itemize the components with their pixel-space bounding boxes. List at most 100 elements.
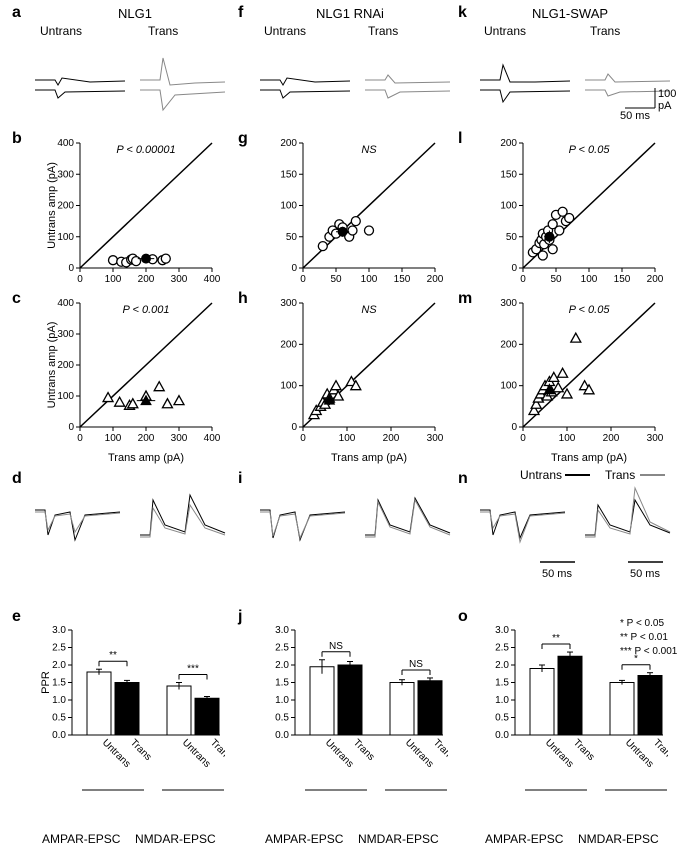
svg-text:0.5: 0.5 [275,713,289,724]
label-g: g [238,130,248,148]
svg-text:0.0: 0.0 [52,730,66,741]
a-untrans: Untrans [40,24,82,38]
svg-text:0.5: 0.5 [495,713,509,724]
svg-text:400: 400 [57,298,74,309]
bars-e: 0.00.51.01.52.02.53.0UntransTransUntrans… [40,610,225,805]
svg-text:P < 0.05: P < 0.05 [569,304,611,316]
traces-d [30,480,230,560]
traces-a [30,40,230,120]
svg-text:PPR: PPR [40,671,52,694]
svg-text:200: 200 [57,201,74,212]
svg-text:Untrans: Untrans [100,737,133,770]
svg-text:0: 0 [77,433,83,444]
svg-text:Untrans: Untrans [543,737,576,770]
label-b: b [12,130,22,148]
svg-text:Untrans amp (pA): Untrans amp (pA) [46,162,58,249]
svg-text:0: 0 [77,274,83,285]
svg-text:400: 400 [204,433,220,444]
svg-text:Trans: Trans [571,737,597,763]
scatter-c: 00100100200200300300400400P < 0.001Untra… [45,295,220,465]
traces-i [255,480,455,560]
svg-text:150: 150 [394,274,411,285]
svg-text:300: 300 [171,433,188,444]
svg-text:100: 100 [339,433,356,444]
scatter-h: 00100100200200300300NSTrans amp (pA) [268,295,443,465]
j-nmdar: NMDAR-EPSC [358,832,439,846]
label-c: c [12,290,21,308]
j-ampar: AMPAR-EPSC [265,832,343,846]
svg-text:P < 0.001: P < 0.001 [123,304,170,316]
svg-text:1.5: 1.5 [52,678,66,689]
svg-text:300: 300 [647,433,663,444]
svg-text:50: 50 [330,274,342,285]
traces-n [475,480,675,560]
svg-text:0: 0 [68,263,74,274]
e-ampar: AMPAR-EPSC [42,832,120,846]
n-trans: Trans [605,468,635,482]
o-ampar: AMPAR-EPSC [485,832,563,846]
label-n: n [458,470,468,488]
scatter-l: 005050100100150150200200P < 0.05 [488,135,663,290]
svg-text:200: 200 [57,360,74,371]
label-e: e [12,608,21,626]
svg-text:0: 0 [300,274,306,285]
svg-text:2.5: 2.5 [275,643,289,654]
label-j: j [238,608,242,626]
scalebar-y: 100 pA [658,88,685,112]
scatter-b: 00100100200200300300400400P < 0.00001Unt… [45,135,220,290]
svg-text:0.0: 0.0 [275,730,289,741]
svg-text:50: 50 [550,274,562,285]
svg-text:300: 300 [427,433,443,444]
svg-text:150: 150 [500,169,517,180]
svg-text:200: 200 [138,433,155,444]
label-m: m [458,290,472,308]
svg-text:2.0: 2.0 [275,660,289,671]
label-o: o [458,608,468,626]
svg-text:Untrans: Untrans [403,737,436,770]
scatter-g: 005050100100150150200200NS [268,135,443,290]
svg-text:100: 100 [500,201,517,212]
svg-text:200: 200 [383,433,400,444]
svg-text:200: 200 [603,433,620,444]
svg-text:100: 100 [105,433,122,444]
svg-text:200: 200 [427,274,443,285]
svg-text:0: 0 [520,433,526,444]
svg-text:200: 200 [138,274,155,285]
svg-text:400: 400 [204,274,220,285]
label-h: h [238,290,248,308]
label-l: l [458,130,462,148]
svg-text:0.0: 0.0 [495,730,509,741]
sig-2: ** P < 0.01 [620,632,668,643]
svg-text:100: 100 [57,232,74,243]
a-trans: Trans [148,24,178,38]
svg-text:0: 0 [511,263,517,274]
f-trans: Trans [368,24,398,38]
svg-text:200: 200 [647,274,663,285]
svg-text:Untrans amp (pA): Untrans amp (pA) [46,322,58,409]
svg-text:100: 100 [280,381,297,392]
svg-text:1.5: 1.5 [275,678,289,689]
n-trans-line [640,474,665,476]
svg-text:Untrans: Untrans [623,737,656,770]
n-untrans-line [565,474,590,476]
svg-text:300: 300 [500,298,517,309]
svg-text:Trans: Trans [351,737,377,763]
label-i: i [238,470,242,488]
svg-text:100: 100 [280,201,297,212]
label-k: k [458,4,467,22]
svg-text:**: ** [109,650,117,661]
svg-text:Trans amp (pA): Trans amp (pA) [331,452,407,464]
svg-text:200: 200 [500,339,517,350]
svg-text:P < 0.00001: P < 0.00001 [116,144,175,156]
svg-text:P < 0.05: P < 0.05 [569,144,611,156]
svg-text:300: 300 [57,329,74,340]
svg-text:0: 0 [300,433,306,444]
svg-text:100: 100 [57,391,74,402]
svg-text:0: 0 [291,263,297,274]
svg-text:150: 150 [280,169,297,180]
o-nmdar: NMDAR-EPSC [578,832,659,846]
svg-text:Trans: Trans [128,737,154,763]
svg-text:2.0: 2.0 [52,660,66,671]
k-trans: Trans [590,24,620,38]
label-f: f [238,4,243,22]
